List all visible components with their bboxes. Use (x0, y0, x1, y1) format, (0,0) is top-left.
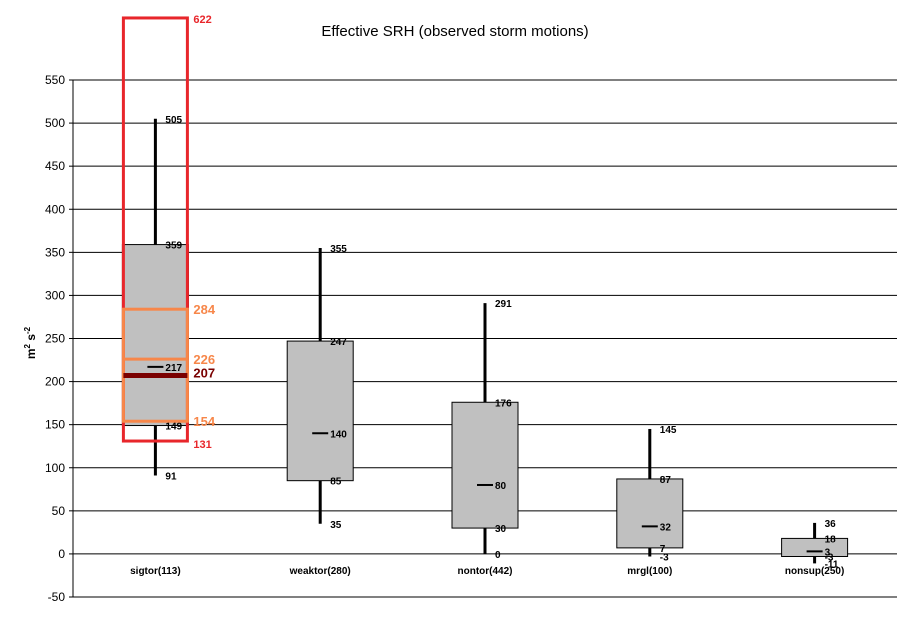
box-1: 355 247 140 85 35 (286, 244, 354, 531)
y-axis-ticks: -50 0 50 100 150 200 250 300 350 400 450 500 550 (45, 73, 73, 604)
y-axis-label-main: m (24, 348, 38, 359)
median-label: 32 (660, 522, 672, 533)
overlay-outer-high-label: 622 (193, 14, 211, 26)
iqr-box (781, 537, 849, 558)
q3-label: 18 (825, 534, 837, 545)
box-series: 505 359 217 149 91 355 247 140 85 35 291 176 80 30 0 14… (121, 115, 849, 570)
q3-label: 359 (165, 241, 182, 252)
y-axis-label-sup1: 2 (23, 343, 32, 348)
category-label: nontor(442) (458, 566, 513, 577)
whisker-low-label: 91 (165, 472, 177, 483)
q1-label: 85 (330, 477, 342, 488)
y-axis-label: m2 s-2 (23, 326, 38, 359)
y-tick-label: -50 (48, 590, 66, 604)
q1-label: -3 (825, 553, 834, 564)
whisker-high-label: 355 (330, 244, 347, 255)
median-label: 140 (330, 429, 347, 440)
whisker-high-label: 291 (495, 299, 512, 310)
overlay-inner-low-label: 154 (193, 414, 215, 429)
overlay-outer-low-label: 131 (193, 439, 211, 451)
median-label: 80 (495, 481, 507, 492)
box-4: 36 18 3-3-11 (781, 519, 849, 570)
y-tick-label: 450 (45, 159, 65, 173)
iqr-box (121, 244, 189, 427)
box-2: 291 176 80 30 0 (451, 299, 519, 561)
whisker-low-label: -11 (825, 559, 839, 570)
whisker-high-label: 145 (660, 425, 677, 436)
whisker-high-label: 505 (165, 115, 182, 126)
chart-title: Effective SRH (observed storm motions) (321, 23, 588, 40)
whisker-high-label: 36 (825, 519, 837, 530)
y-tick-label: 50 (52, 504, 66, 518)
q1-label: 30 (495, 524, 507, 535)
q3-label: 247 (330, 337, 347, 348)
overlay-outer-box (121, 16, 189, 443)
y-tick-label: 0 (58, 547, 65, 561)
y-tick-label: 200 (45, 375, 65, 389)
overlay-inner-high-label: 284 (193, 302, 215, 317)
q1-label: 7 (660, 544, 666, 555)
iqr-box (616, 478, 684, 549)
y-tick-label: 250 (45, 332, 65, 346)
y-tick-label: 150 (45, 418, 65, 432)
y-tick-label: 350 (45, 245, 65, 259)
y-tick-label: 300 (45, 288, 65, 302)
category-label: weaktor(280) (289, 566, 351, 577)
y-tick-label: 100 (45, 461, 65, 475)
box-0: 505 359 217 149 91 (121, 115, 189, 483)
median-label: 217 (165, 363, 182, 374)
y-axis-label-mid: s (24, 334, 38, 344)
whisker-low-label: 0 (495, 550, 501, 561)
y-axis-label-sup2: -2 (23, 326, 32, 334)
q3-label: 87 (660, 475, 672, 486)
category-labels: sigtor(113) weaktor(280) nontor(442) mrgl(1… (130, 566, 844, 577)
overlay-center-label: 207 (193, 366, 215, 381)
box-3: 145 87 32 7-3 (616, 425, 684, 564)
median-label: 3 (825, 547, 831, 558)
y-tick-label: 550 (45, 73, 65, 87)
iqr-box (451, 401, 519, 529)
overlay-inner-box (121, 307, 189, 423)
overlay-inner-mid-label: 226 (193, 352, 215, 367)
q3-label: 176 (495, 398, 512, 409)
y-tick-label: 500 (45, 116, 65, 130)
whisker-low-label: 35 (330, 520, 342, 531)
category-label: nonsup(250) (785, 566, 844, 577)
y-tick-label: 400 (45, 202, 65, 216)
q1-label: 149 (165, 422, 182, 433)
category-label: sigtor(113) (130, 566, 181, 577)
iqr-box (286, 340, 354, 482)
category-label: mrgl(100) (627, 566, 672, 577)
whisker-low-label: -3 (660, 553, 669, 564)
sigtor-overlay: 622 131 284 226 154 207 (121, 14, 216, 451)
